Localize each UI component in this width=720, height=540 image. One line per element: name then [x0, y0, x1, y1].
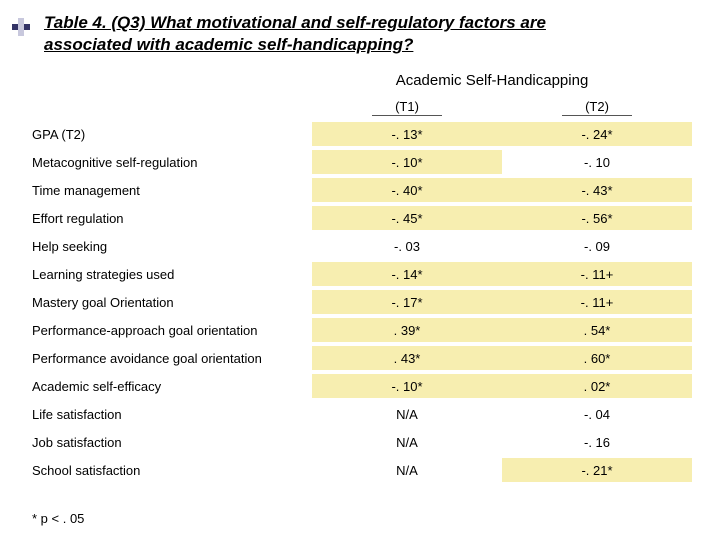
table-row: Academic self-efficacy-. 10*. 02*	[32, 374, 692, 398]
row-value-t2: . 02*	[502, 374, 692, 398]
row-value-t1: -. 45*	[312, 206, 502, 230]
table-super-header: Academic Self-Handicapping	[292, 72, 692, 89]
slide-title: Table 4. (Q3) What motivational and self…	[44, 12, 696, 56]
significance-footnote: * p < . 05	[32, 511, 84, 526]
slide-bullet-icon	[12, 18, 32, 38]
row-value-t2: -. 43*	[502, 178, 692, 202]
row-value-t1: -. 17*	[312, 290, 502, 314]
correlation-table: (T1) (T2) GPA (T2)-. 13*-. 24* Metacognit…	[32, 95, 692, 486]
row-value-t1: . 43*	[312, 346, 502, 370]
row-value-t2: -. 09	[502, 234, 692, 258]
row-label: School satisfaction	[32, 458, 312, 482]
row-value-t2: -. 11+	[502, 290, 692, 314]
row-label: Performance avoidance goal orientation	[32, 346, 312, 370]
row-label: Job satisfaction	[32, 430, 312, 454]
row-label: GPA (T2)	[32, 122, 312, 146]
row-label: Performance-approach goal orientation	[32, 318, 312, 342]
row-label: Effort regulation	[32, 206, 312, 230]
table-row: School satisfactionN/A-. 21*	[32, 458, 692, 482]
col-header-t2: (T2)	[562, 99, 632, 116]
table-row: Job satisfactionN/A-. 16	[32, 430, 692, 454]
row-value-t1: -. 10*	[312, 150, 502, 174]
table-row: GPA (T2)-. 13*-. 24*	[32, 122, 692, 146]
row-label: Mastery goal Orientation	[32, 290, 312, 314]
row-label: Learning strategies used	[32, 262, 312, 286]
row-value-t1: N/A	[312, 402, 502, 426]
row-value-t2: -. 04	[502, 402, 692, 426]
table-row: Learning strategies used-. 14*-. 11+	[32, 262, 692, 286]
row-value-t1: -. 10*	[312, 374, 502, 398]
row-value-t2: -. 10	[502, 150, 692, 174]
table-row: Time management-. 40*-. 43*	[32, 178, 692, 202]
col-header-t1: (T1)	[372, 99, 442, 116]
row-value-t1: -. 40*	[312, 178, 502, 202]
row-value-t2: -. 24*	[502, 122, 692, 146]
table-row: Effort regulation-. 45*-. 56*	[32, 206, 692, 230]
row-value-t1: -. 13*	[312, 122, 502, 146]
table-row: Performance avoidance goal orientation. …	[32, 346, 692, 370]
table-row: Metacognitive self-regulation-. 10*-. 10	[32, 150, 692, 174]
row-value-t2: -. 56*	[502, 206, 692, 230]
table-row: Life satisfactionN/A-. 04	[32, 402, 692, 426]
table-row: Mastery goal Orientation-. 17*-. 11+	[32, 290, 692, 314]
row-label: Life satisfaction	[32, 402, 312, 426]
row-value-t1: -. 14*	[312, 262, 502, 286]
title-line-2: associated with academic self-handicappi…	[44, 35, 413, 54]
title-line-1: Table 4. (Q3) What motivational and self…	[44, 13, 546, 32]
row-label: Academic self-efficacy	[32, 374, 312, 398]
row-value-t2: . 54*	[502, 318, 692, 342]
row-label: Time management	[32, 178, 312, 202]
table-row: Help seeking-. 03-. 09	[32, 234, 692, 258]
row-value-t1: . 39*	[312, 318, 502, 342]
row-value-t1: N/A	[312, 430, 502, 454]
row-label: Help seeking	[32, 234, 312, 258]
row-value-t2: -. 11+	[502, 262, 692, 286]
row-label: Metacognitive self-regulation	[32, 150, 312, 174]
table-header-row: (T1) (T2)	[32, 99, 692, 118]
table-container: Academic Self-Handicapping (T1) (T2) GPA…	[32, 72, 692, 486]
row-value-t2: . 60*	[502, 346, 692, 370]
row-value-t1: -. 03	[312, 234, 502, 258]
row-value-t2: -. 21*	[502, 458, 692, 482]
row-value-t1: N/A	[312, 458, 502, 482]
row-value-t2: -. 16	[502, 430, 692, 454]
table-row: Performance-approach goal orientation. 3…	[32, 318, 692, 342]
